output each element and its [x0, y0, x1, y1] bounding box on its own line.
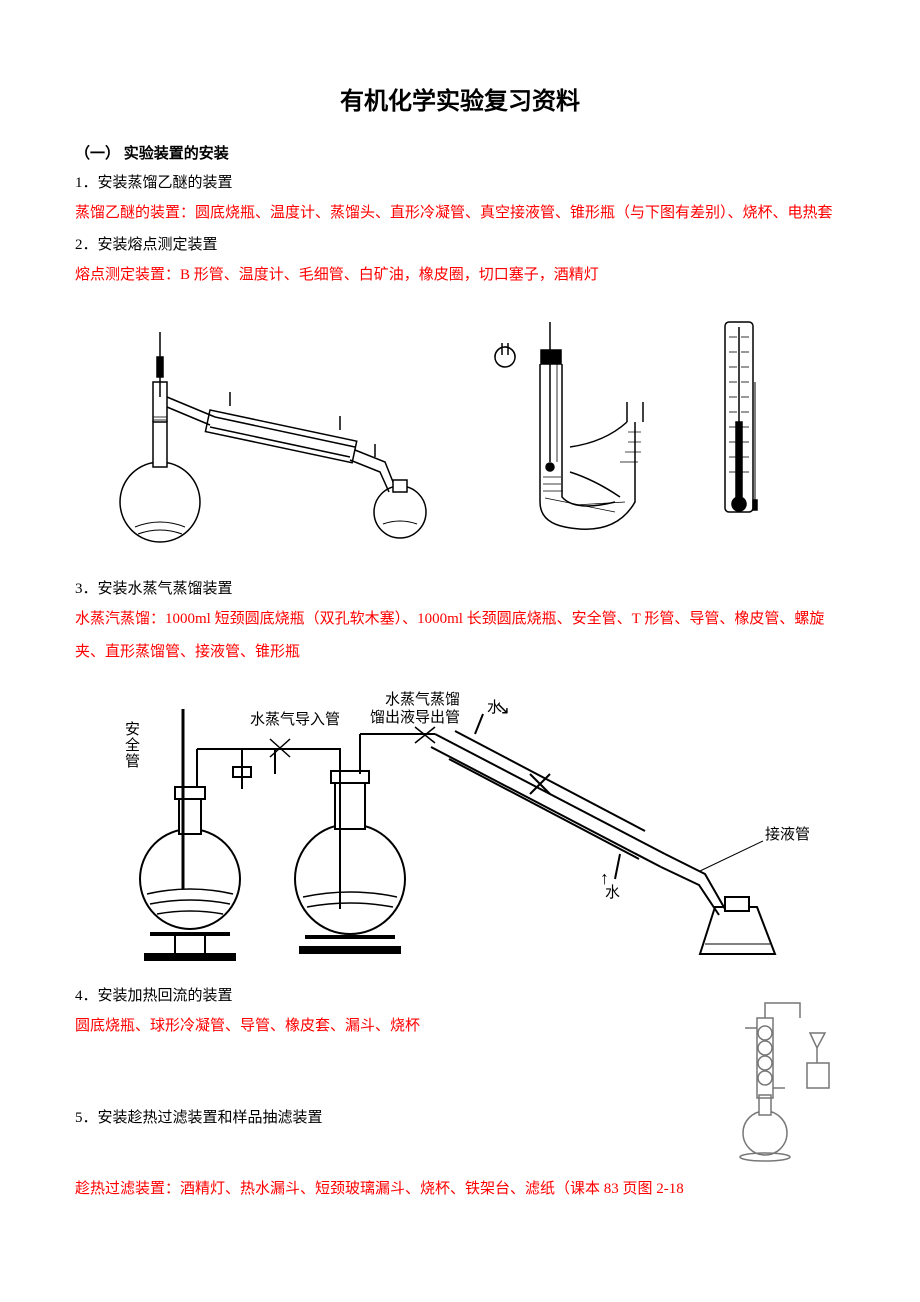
item-5-desc: 趁热过滤装置：酒精灯、热水漏斗、短颈玻璃漏斗、烧杯、铁架台、滤纸（课本 83 页… [75, 1173, 845, 1206]
item-2-heading: 2．安装熔点测定装置 [75, 232, 845, 259]
section-1-heading: （一） 实验装置的安装 [75, 141, 845, 168]
diagram-distillation-and-melting-point [75, 302, 845, 562]
item-2-num: 2． [75, 237, 98, 253]
label-steam-distill: 水蒸气蒸馏 [385, 691, 460, 708]
item-4-num: 4． [75, 988, 98, 1004]
item-5-label: 安装趁热过滤装置和样品抽滤装置 [98, 1110, 323, 1126]
item-1-label: 安装蒸馏乙醚的装置 [98, 175, 233, 191]
page-title: 有机化学实验复习资料 [75, 80, 845, 123]
item-1-num: 1． [75, 175, 98, 191]
diagram-reflux [715, 983, 845, 1173]
svg-text:↘: ↘ [495, 698, 510, 718]
item-3-num: 3． [75, 581, 98, 597]
label-adapter: 接液管 [765, 826, 810, 843]
item-2-desc: 熔点测定装置：B 形管、温度计、毛细管、白矿油，橡皮圈，切口塞子，酒精灯 [75, 259, 845, 292]
svg-text:↑: ↑ [600, 868, 609, 888]
label-distillate-out: 馏出液导出管 [370, 709, 460, 726]
item-3-label: 安装水蒸气蒸馏装置 [98, 581, 233, 597]
item-4-label: 安装加热回流的装置 [98, 988, 233, 1004]
item-3-desc: 水蒸汽蒸馏：1000ml 短颈圆底烧瓶（双孔软木塞）、1000ml 长颈圆底烧瓶… [75, 603, 845, 669]
diagram-steam-distillation: 安全管 水蒸气导入管 水蒸气蒸馏 馏出液导出管 水 ↘ 水 ↑ 接液管 [75, 679, 845, 969]
label-safety-tube: 安全管 [125, 721, 140, 770]
label-steam-inlet: 水蒸气导入管 [250, 711, 340, 728]
item-5-num: 5． [75, 1110, 98, 1126]
item-2-label: 安装熔点测定装置 [98, 237, 218, 253]
item-3-heading: 3．安装水蒸气蒸馏装置 [75, 576, 845, 603]
item-1-desc: 蒸馏乙醚的装置：圆底烧瓶、温度计、蒸馏头、直形冷凝管、真空接液管、锥形瓶（与下图… [75, 197, 845, 230]
item-1-heading: 1．安装蒸馏乙醚的装置 [75, 170, 845, 197]
